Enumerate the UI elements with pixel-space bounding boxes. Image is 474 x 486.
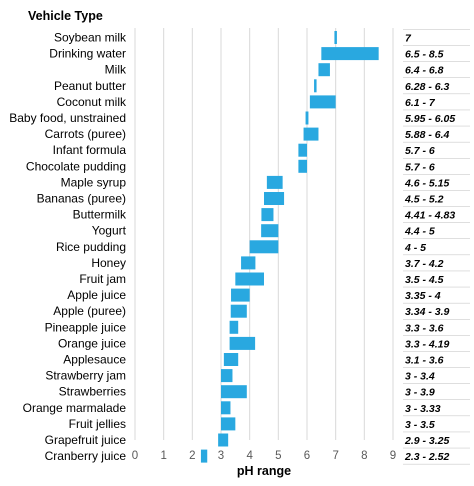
- range-bar: [298, 159, 307, 173]
- x-tick-label: 3: [218, 450, 224, 462]
- range-bar: [298, 143, 307, 157]
- range-bar: [321, 47, 379, 61]
- category-header: Vehicle Type: [28, 9, 103, 23]
- range-bar: [261, 224, 279, 238]
- range-bar: [266, 175, 283, 189]
- x-tick-label: 8: [361, 450, 367, 462]
- category-label: Rice pudding: [56, 240, 126, 254]
- x-tick-label: 7: [332, 450, 338, 462]
- range-label: 4.4 - 5: [404, 226, 435, 238]
- category-label: Peanut butter: [54, 79, 126, 93]
- range-bar: [218, 433, 229, 447]
- category-label: Pineapple juice: [45, 320, 127, 334]
- range-label: 3.5 - 4.5: [405, 274, 444, 286]
- x-tick-label: 4: [246, 450, 253, 462]
- range-bar: [309, 95, 336, 109]
- range-bar: [264, 192, 285, 205]
- x-tick-label: 9: [390, 450, 396, 462]
- category-label: Apple (puree): [53, 304, 126, 318]
- range-bar: [235, 272, 264, 286]
- category-label: Honey: [91, 256, 126, 270]
- range-bar: [303, 127, 319, 141]
- x-tick-label: 0: [132, 450, 138, 462]
- range-label: 5.95 - 6.05: [405, 113, 455, 125]
- range-label: 2.9 - 3.25: [404, 435, 450, 447]
- range-bar: [221, 385, 247, 399]
- category-label: Apple juice: [67, 288, 126, 302]
- range-bar: [318, 63, 330, 77]
- range-label: 3 - 3.5: [405, 419, 435, 431]
- range-label: 3.3 - 3.6: [405, 322, 444, 334]
- category-label: Orange juice: [58, 336, 126, 350]
- category-label: Milk: [105, 63, 127, 77]
- category-label: Carrots (puree): [45, 127, 126, 141]
- range-bar: [229, 320, 239, 334]
- category-label: Grapefruit juice: [45, 433, 127, 447]
- range-label: 4.5 - 5.2: [404, 194, 444, 206]
- range-bar: [223, 353, 239, 366]
- range-label: 3.34 - 3.9: [405, 306, 450, 318]
- category-label: Fruit jellies: [69, 417, 126, 431]
- category-label: Chocolate pudding: [26, 159, 126, 173]
- range-bar: [261, 208, 274, 222]
- category-label: Maple syrup: [61, 175, 127, 189]
- range-bar: [241, 256, 256, 270]
- range-label: 4.6 - 5.15: [404, 177, 450, 189]
- range-bar: [249, 240, 279, 254]
- range-bar: [334, 31, 337, 44]
- category-label: Strawberry jam: [45, 369, 126, 383]
- category-label: Strawberries: [59, 385, 126, 399]
- range-label: 2.3 - 2.52: [404, 451, 450, 463]
- category-label: Bananas (puree): [37, 192, 126, 206]
- range-bar: [230, 304, 247, 318]
- x-tick-label: 5: [275, 450, 281, 462]
- range-label: 6.1 - 7: [405, 97, 436, 109]
- category-labels: Soybean milk Drinking water Milk Peanut but…: [9, 31, 127, 464]
- range-label: 3.3 - 4.19: [405, 338, 450, 350]
- range-label: 5.88 - 6.4: [405, 129, 450, 141]
- x-axis-title: pH range: [237, 464, 291, 478]
- range-label: 5.7 - 6: [405, 145, 435, 157]
- range-label: 6.28 - 6.3: [405, 81, 450, 93]
- bars-layer: [200, 31, 379, 463]
- range-label: 3 - 3.4: [405, 371, 435, 383]
- range-label: 4.41 - 4.83: [404, 210, 455, 222]
- range-bar: [229, 336, 256, 350]
- x-tick-label: 6: [304, 450, 310, 462]
- x-tick-label: 2: [189, 450, 195, 462]
- category-label: Baby food, unstrained: [9, 111, 126, 125]
- range-label: 3.7 - 4.2: [405, 258, 444, 270]
- category-label: Infant formula: [53, 143, 127, 157]
- range-bar: [231, 288, 250, 302]
- range-label: 5.7 - 6: [405, 161, 435, 173]
- range-label: 7: [405, 33, 412, 45]
- range-label: 3.35 - 4: [405, 290, 441, 302]
- range-bar: [200, 449, 208, 463]
- category-label: Fruit jam: [79, 272, 126, 286]
- range-bar: [305, 111, 309, 125]
- category-label: Orange marmalade: [23, 401, 127, 415]
- range-label: 4 - 5: [404, 242, 426, 254]
- category-label: Coconut milk: [57, 95, 127, 109]
- category-label: Soybean milk: [54, 31, 127, 45]
- category-label: Yogurt: [92, 224, 127, 238]
- range-bar: [314, 79, 317, 93]
- range-bar: [221, 417, 236, 431]
- range-label: 3 - 3.33: [405, 403, 441, 415]
- range-label: 3 - 3.9: [405, 387, 435, 399]
- x-tick-labels: 0 1 2 3 4 5 6 7 8 9: [132, 450, 396, 462]
- x-tick-label: 1: [160, 450, 166, 462]
- category-label: Buttermilk: [73, 208, 127, 222]
- range-label: 6.4 - 6.8: [405, 65, 444, 77]
- category-label: Cranberry juice: [45, 449, 127, 463]
- category-label: Drinking water: [49, 47, 126, 61]
- range-label: 6.5 - 8.5: [405, 49, 444, 61]
- category-label: Applesauce: [63, 353, 126, 367]
- range-label: 3.1 - 3.6: [405, 355, 444, 367]
- range-labels: 7 6.5 - 8.5 6.4 - 6.8 6.28 - 6.3 6.1 - 7 5.95…: [403, 29, 470, 465]
- range-bar: [221, 401, 231, 415]
- range-bar: [221, 369, 233, 383]
